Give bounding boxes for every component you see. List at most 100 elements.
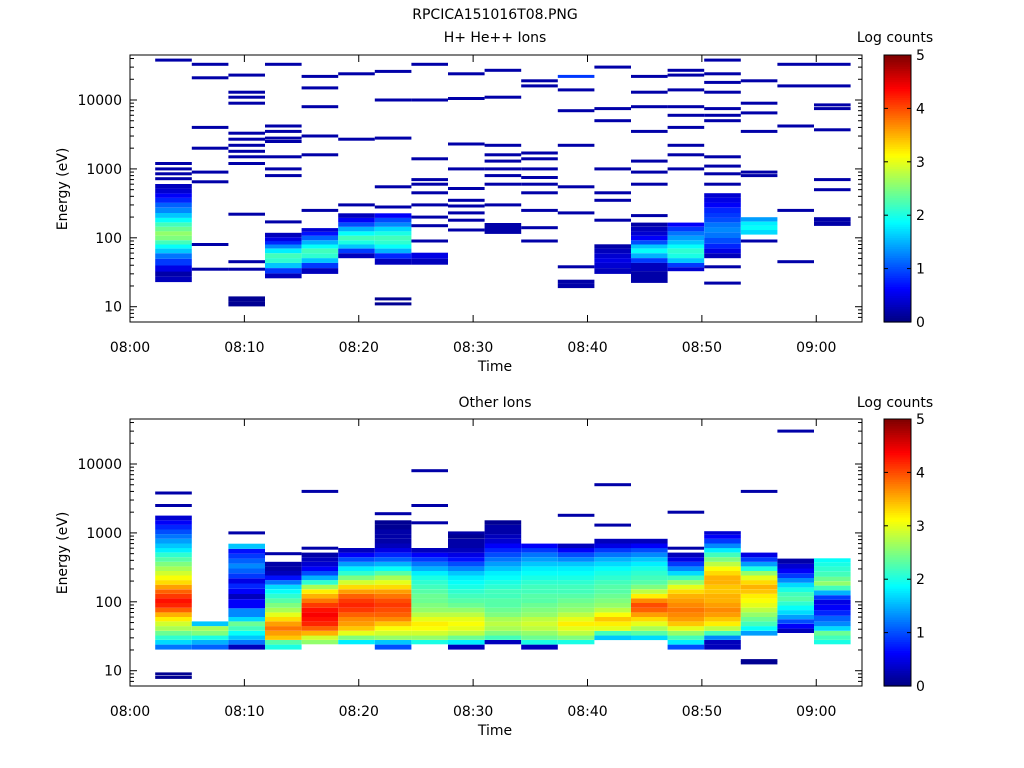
spectrogram-bin bbox=[704, 635, 741, 640]
spectrogram-line-bin bbox=[448, 142, 485, 146]
panel-h-he-ions: H+ He++ Ions Log counts 08:00 08:10 08:20 0… bbox=[55, 30, 933, 375]
spectrogram-bin bbox=[265, 603, 302, 608]
colorbar-segment bbox=[884, 101, 911, 105]
spectrogram-bin bbox=[557, 584, 595, 590]
spectrogram-bin bbox=[338, 603, 375, 608]
colorbar-segment bbox=[884, 170, 911, 174]
colorbar-segment bbox=[884, 610, 911, 614]
spectrogram-bin bbox=[667, 635, 705, 640]
spectrogram-line-bin bbox=[155, 167, 192, 171]
spectrogram-bin bbox=[704, 232, 741, 238]
spectrogram-bin bbox=[228, 630, 265, 636]
spectrogram-bin bbox=[338, 561, 375, 567]
colorbar-segment bbox=[884, 119, 911, 123]
spectrogram-line-bin bbox=[631, 159, 668, 163]
spectrogram-bin bbox=[594, 543, 631, 549]
spectrogram-bin bbox=[301, 228, 339, 232]
spectrogram-bin bbox=[777, 578, 814, 583]
spectrogram-bin bbox=[155, 538, 192, 544]
spectrogram-bin bbox=[484, 557, 522, 562]
spectrogram-bin bbox=[484, 228, 522, 234]
colorbar-segment bbox=[884, 230, 911, 234]
spectrogram-bin bbox=[484, 612, 522, 617]
spectrogram-bin bbox=[338, 548, 375, 553]
spectrogram-line-bin bbox=[594, 167, 631, 171]
x-tick-label: 08:40 bbox=[567, 704, 607, 720]
spectrogram-bin bbox=[594, 258, 631, 263]
spectrogram-bin bbox=[594, 566, 631, 571]
spectrogram-bin bbox=[777, 605, 814, 611]
spectrogram-bin bbox=[338, 570, 375, 576]
spectrogram-bin bbox=[448, 561, 485, 567]
spectrogram-bin bbox=[265, 612, 302, 617]
colorbar-segment bbox=[884, 603, 911, 607]
colorbar-segment bbox=[884, 512, 911, 516]
colorbar-segment bbox=[884, 130, 911, 134]
colorbar-segment bbox=[884, 128, 911, 132]
spectrogram-bin bbox=[667, 589, 705, 594]
spectrogram-bin bbox=[521, 584, 558, 590]
spectrogram-line-bin bbox=[777, 124, 814, 128]
spectrogram-bin bbox=[667, 584, 705, 590]
spectrogram-bin bbox=[667, 644, 705, 650]
spectrogram-bin bbox=[301, 584, 339, 590]
spectrogram-line-bin bbox=[740, 659, 778, 663]
x-tick-label: 08:50 bbox=[682, 704, 722, 720]
spectrogram-bin bbox=[411, 552, 448, 558]
y-tick-label: 1000 bbox=[86, 526, 122, 542]
spectrogram-bin bbox=[155, 520, 192, 525]
spectrogram-bin bbox=[631, 630, 668, 636]
spectrogram-bin bbox=[374, 248, 412, 254]
spectrogram-bin bbox=[667, 557, 705, 562]
spectrogram-bin bbox=[557, 570, 595, 576]
spectrogram-line-bin bbox=[631, 214, 668, 218]
spectrogram-bin bbox=[704, 575, 741, 581]
spectrogram-line-bin bbox=[557, 143, 595, 147]
colorbar-segment bbox=[884, 499, 911, 502]
spectrogram-bin bbox=[155, 593, 192, 599]
colorbar-segment bbox=[884, 201, 911, 205]
spectrogram-line-bin bbox=[191, 243, 229, 246]
spectrogram-bin bbox=[448, 616, 485, 622]
spectrogram-line-bin bbox=[484, 174, 522, 178]
spectrogram-bin bbox=[411, 580, 448, 585]
spectrogram-bin bbox=[484, 589, 522, 594]
colorbar-segment bbox=[884, 177, 911, 181]
spectrogram-line-bin bbox=[448, 218, 485, 222]
colorbar-segment bbox=[884, 248, 911, 252]
spectrogram-bin bbox=[155, 529, 192, 535]
colorbar-segment bbox=[884, 221, 911, 225]
spectrogram-bin bbox=[265, 262, 302, 269]
spectrogram-bin bbox=[521, 561, 558, 567]
colorbar-segment bbox=[884, 293, 911, 296]
colorbar-segment bbox=[884, 621, 911, 625]
spectrogram-bin bbox=[521, 543, 558, 549]
spectrogram-bin bbox=[265, 640, 302, 645]
colorbar-segment bbox=[884, 583, 911, 587]
colorbar-segment bbox=[884, 103, 911, 107]
spectrogram-bin bbox=[411, 575, 448, 581]
spectrogram-line-bin bbox=[704, 265, 741, 269]
colorbar-segment bbox=[884, 168, 911, 172]
spectrogram-bin bbox=[740, 580, 778, 585]
spectrogram-bin bbox=[411, 621, 448, 627]
spectrogram-bin bbox=[557, 589, 595, 594]
spectrogram-bin bbox=[265, 607, 302, 613]
spectrogram-bin bbox=[155, 548, 192, 553]
colorbar-segment bbox=[884, 528, 911, 531]
spectrogram-bin bbox=[155, 184, 192, 189]
spectrogram-line-bin bbox=[521, 167, 558, 171]
colorbar-segment bbox=[884, 66, 911, 69]
spectrogram-bin bbox=[484, 561, 522, 567]
spectrogram-bin bbox=[521, 640, 558, 645]
colorbar-segment bbox=[884, 536, 911, 540]
x-tick-label: 08:40 bbox=[567, 340, 607, 356]
spectrogram-line-bin bbox=[704, 119, 741, 123]
colorbar-segment bbox=[884, 683, 911, 687]
colorbar-segment bbox=[884, 279, 911, 283]
spectrogram-line-bin bbox=[667, 167, 705, 171]
spectrogram-line-bin bbox=[704, 172, 741, 176]
colorbar-segment bbox=[884, 179, 911, 183]
colorbar-segment bbox=[884, 552, 911, 556]
spectrogram-bin bbox=[484, 580, 522, 585]
